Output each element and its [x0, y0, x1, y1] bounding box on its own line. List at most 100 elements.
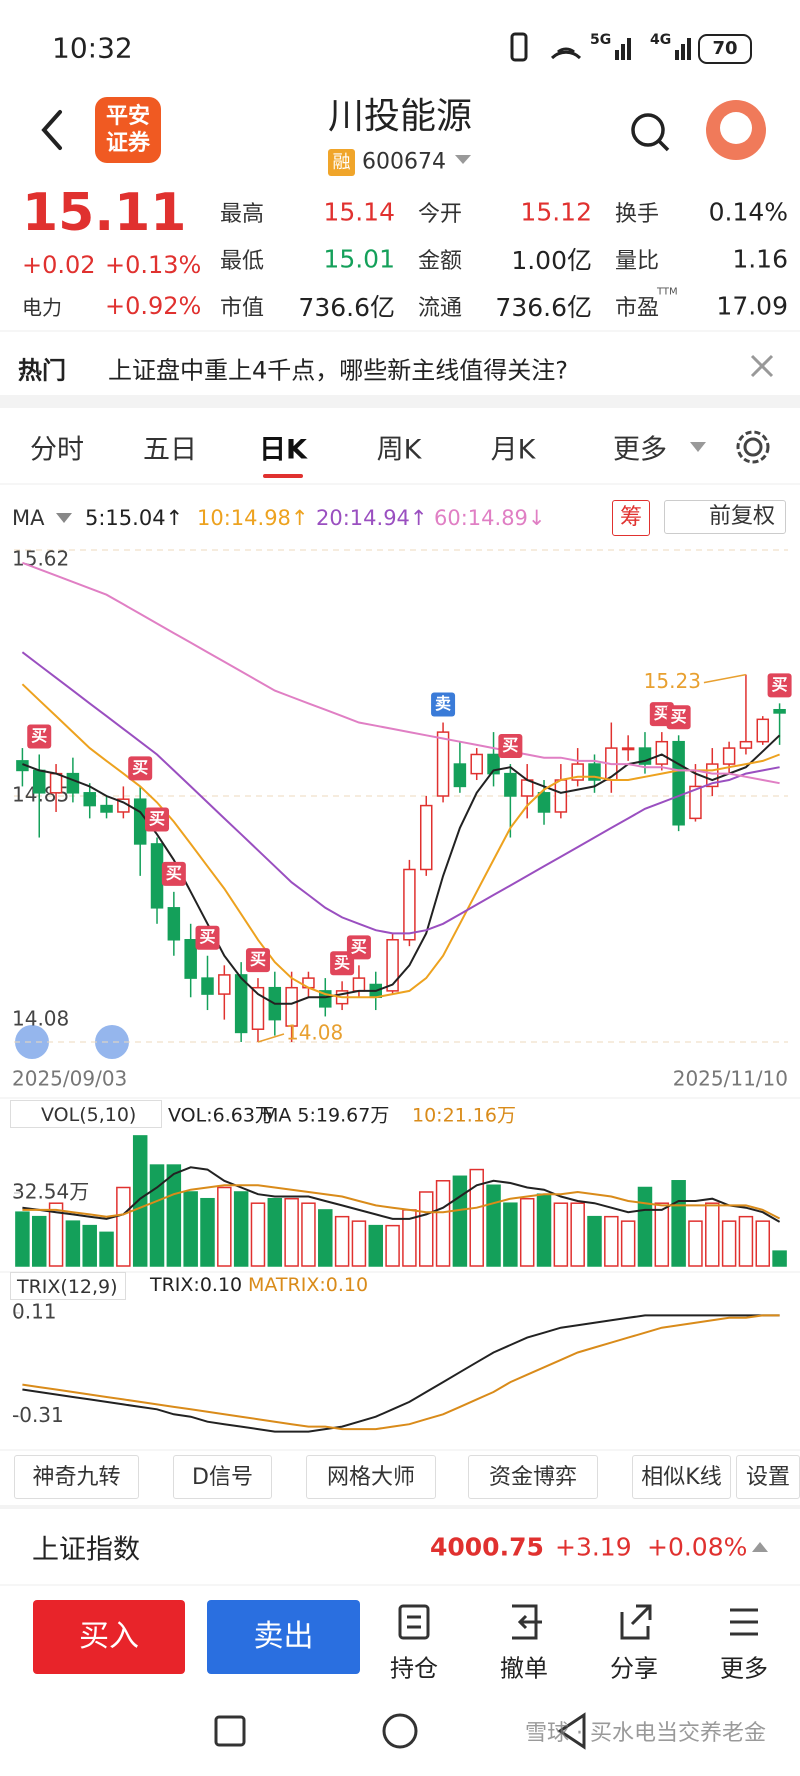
volume-bar [99, 1231, 114, 1267]
period-tab[interactable]: 月K [490, 434, 536, 466]
adjust-button[interactable]: 前复权 [664, 500, 786, 534]
quote-label: 最高 [220, 202, 265, 227]
candle-body [352, 977, 366, 992]
period-tab[interactable]: 周K [376, 434, 422, 466]
action-label[interactable]: 持仓 [390, 1654, 438, 1683]
candle-body [588, 763, 601, 781]
candle-body [722, 747, 736, 765]
signal-label: 买 [334, 953, 350, 972]
stock-title: 川投能源 [327, 96, 473, 137]
signal-badge [145, 807, 170, 832]
tool-button[interactable]: 神奇九转 [14, 1455, 139, 1499]
volume-bar [654, 1202, 670, 1267]
volume-bar [553, 1202, 569, 1267]
period-tab[interactable]: 日K [259, 434, 307, 466]
volume-bar [721, 1220, 737, 1267]
broker-logo[interactable]: 平安 证券 [95, 97, 161, 163]
volume-bar [368, 1224, 384, 1267]
signal-label: 卖 [435, 694, 451, 713]
action-icons [398, 1604, 758, 1640]
candle-body [201, 977, 214, 995]
period-tab[interactable]: 更多 [613, 434, 667, 466]
signal-label: 买 [149, 809, 165, 828]
volume-bar [200, 1197, 215, 1267]
quote-value: 17.09 [716, 291, 788, 321]
signal-badge [195, 925, 220, 950]
volume-bar [334, 1215, 350, 1267]
period-tab[interactable]: 五日 [143, 434, 197, 466]
signal-label: 买 [351, 937, 367, 956]
y-tick-label: 14.08 [12, 1007, 69, 1031]
action-label[interactable]: 撤单 [500, 1654, 548, 1683]
index-name[interactable]: 上证指数 [32, 1534, 140, 1566]
trix-indicator-button[interactable]: TRIX(12,9) [10, 1272, 126, 1300]
candle-body [251, 986, 265, 1030]
sell-button[interactable]: 卖出 [207, 1600, 360, 1674]
signal-label: 买 [250, 950, 266, 969]
candle-body [638, 747, 652, 765]
x-tick-label: 2025/09/03 [12, 1067, 127, 1091]
action-label[interactable]: 分享 [610, 1654, 658, 1683]
settings-button[interactable] [736, 430, 770, 464]
search-button[interactable] [631, 113, 670, 152]
back-button[interactable] [41, 110, 62, 150]
period-tab[interactable]: 分时 [30, 434, 84, 466]
buy-button[interactable]: 买入 [33, 1600, 185, 1674]
ma-line [21, 683, 780, 999]
volume-bar [217, 1186, 232, 1267]
ma-dropdown[interactable] [56, 513, 72, 523]
volume-bar [469, 1168, 484, 1267]
candle-body [689, 785, 702, 820]
volume-bar [149, 1164, 165, 1267]
signal-label: 买 [654, 704, 670, 723]
tool-button[interactable]: 相似K线 [632, 1455, 731, 1499]
annotation-leader [257, 1033, 285, 1043]
tool-button[interactable]: 设置 [736, 1455, 800, 1499]
volume-bar [233, 1191, 249, 1267]
candle-body [436, 731, 450, 797]
candle-body [150, 843, 164, 909]
quote-label: 最低 [220, 249, 265, 274]
scroll-left-button[interactable] [15, 1025, 49, 1059]
code-dropdown[interactable] [455, 155, 471, 164]
margin-tag: 融 [328, 149, 355, 176]
quote-value: 1.16 [732, 244, 788, 274]
nav-back[interactable] [557, 1712, 586, 1750]
fullscreen-button[interactable] [95, 1025, 129, 1059]
volume-bar [604, 1215, 619, 1267]
more-dropdown[interactable] [690, 442, 706, 452]
volume-bar [570, 1202, 585, 1267]
index-expand[interactable] [752, 1542, 768, 1552]
signal-label: 买 [502, 736, 518, 755]
volume-bar [705, 1202, 720, 1267]
hot-news[interactable]: 上证盘中重上4千点，哪些新主线值得关注? [108, 356, 569, 385]
volume-bar [486, 1184, 501, 1267]
quote-value: 0.14% [708, 197, 788, 227]
signal-label: 买 [132, 758, 148, 777]
close-hot-button[interactable] [750, 354, 774, 378]
action-label[interactable]: 更多 [720, 1654, 768, 1683]
tool-button[interactable]: D信号 [173, 1455, 272, 1499]
nav-home[interactable] [382, 1713, 418, 1749]
vol-current: VOL:6.63万 [168, 1104, 274, 1127]
tool-button[interactable]: 资金博弈 [468, 1455, 598, 1499]
chip-button[interactable]: 筹 [612, 500, 650, 536]
ma-legend-title[interactable]: MA [12, 506, 45, 530]
y-tick-label: -0.31 [12, 1403, 64, 1427]
nav-recent[interactable] [214, 1715, 246, 1747]
signal-badge [666, 705, 691, 730]
volume-bar [284, 1197, 299, 1267]
tool-button[interactable]: 网格大师 [306, 1455, 436, 1499]
candle-body [672, 740, 685, 826]
trix-line [22, 1314, 780, 1433]
signal-label: 买 [199, 927, 215, 946]
quote-label: 市盈 [615, 296, 660, 321]
volume-bar [418, 1191, 434, 1267]
volume-bar [772, 1250, 787, 1267]
volume-bar [688, 1220, 703, 1267]
candle-body [655, 740, 669, 765]
vol-indicator-button[interactable]: VOL(5,10) [10, 1100, 162, 1128]
candle-body [32, 769, 46, 794]
ma-legend: 60:14.89↓ [434, 506, 546, 530]
